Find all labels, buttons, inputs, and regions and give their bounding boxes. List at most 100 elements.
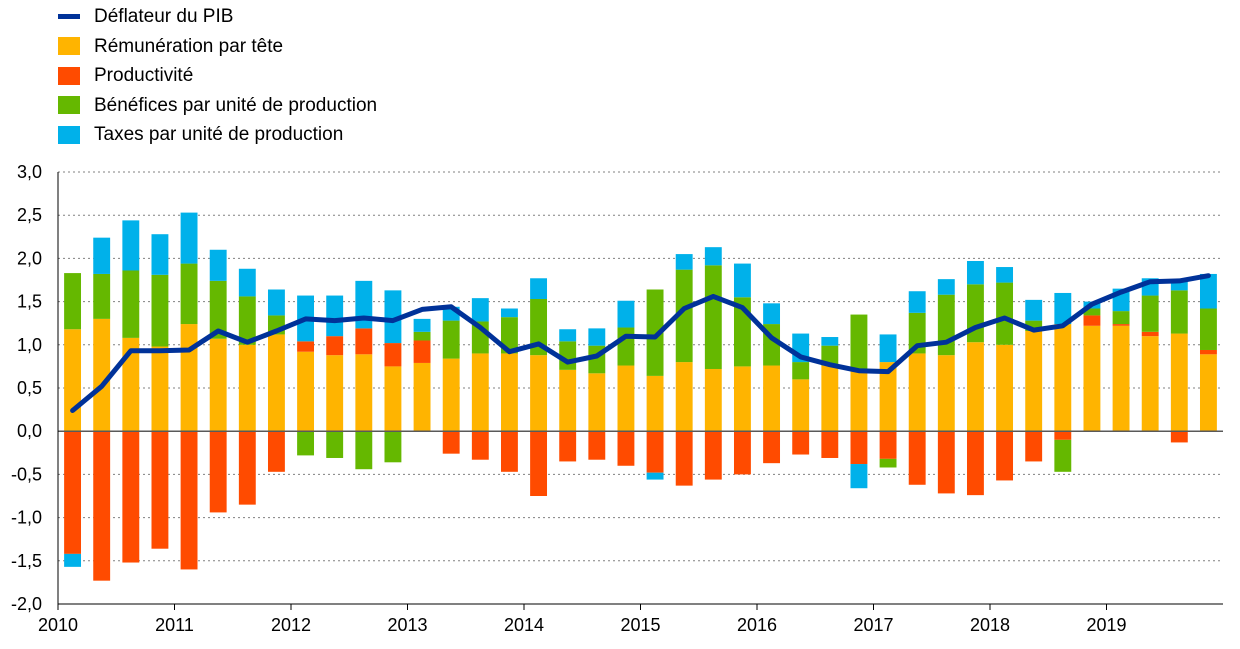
legend-label-remuneration: Rémunération par tête	[94, 35, 284, 57]
legend-item-taxes: Taxes par unité de production	[58, 120, 377, 150]
bar-segment	[559, 431, 577, 462]
bar-segment	[966, 284, 984, 343]
bar-segment	[1199, 349, 1217, 355]
bar-segment	[879, 458, 897, 468]
legend-swatch-taxes	[58, 125, 80, 144]
bar-segment	[792, 379, 810, 432]
bar-segment	[1025, 299, 1043, 321]
bar-segment	[413, 331, 431, 341]
bar-segment	[1141, 295, 1159, 332]
bar-segment	[937, 294, 955, 356]
bar-segment	[1083, 325, 1101, 432]
x-tick-label: 2018	[970, 615, 1010, 635]
legend-label-productivite: Productivité	[94, 65, 194, 87]
bar-segment	[1112, 324, 1130, 326]
bar-segment	[850, 370, 868, 432]
bar-segment	[1025, 431, 1043, 462]
bar-segment	[1170, 280, 1188, 291]
bar-segment	[64, 553, 82, 567]
x-tick-label: 2012	[271, 615, 311, 635]
bar-segment	[821, 345, 839, 366]
legend-item-productivite: Productivité	[58, 61, 377, 91]
bar-segment	[209, 249, 227, 281]
bar-segment	[1112, 311, 1130, 325]
legend-item-deflateur: Déflateur du PIB	[58, 2, 377, 32]
bar-segment	[326, 355, 344, 432]
bar-segment	[122, 431, 140, 563]
y-tick-label: -1,0	[11, 508, 42, 528]
bar-segment	[326, 431, 344, 458]
bar-segment	[471, 431, 489, 460]
bar-segment	[1054, 439, 1072, 472]
bar-segment	[792, 431, 810, 455]
legend-item-remuneration: Rémunération par tête	[58, 32, 377, 62]
bar-segment	[937, 355, 955, 432]
bar-segment	[1025, 330, 1043, 432]
bar-segment	[326, 336, 344, 356]
bar-segment	[238, 344, 256, 432]
bar-segment	[151, 234, 169, 275]
bar-segment	[733, 263, 751, 298]
bar-segment	[151, 274, 169, 347]
gridlines	[58, 171, 1223, 605]
y-tick-label: 0,5	[17, 378, 42, 398]
legend-item-benefices: Bénéfices par unité de production	[58, 91, 377, 121]
bar-segment	[500, 317, 518, 354]
bar-segment	[617, 365, 635, 432]
bar-segment	[93, 431, 111, 581]
bar-segment	[675, 269, 693, 363]
bar-segment	[1054, 292, 1072, 325]
bar-segment	[500, 308, 518, 318]
bar-segment	[64, 329, 82, 432]
bar-segment	[704, 431, 722, 480]
bar-segment	[413, 362, 431, 432]
bar-segment	[180, 431, 198, 570]
legend-swatch-benefices	[58, 96, 80, 115]
deflator-line-layer	[70, 273, 1211, 413]
bar-segment	[1054, 324, 1072, 432]
bar-segment	[122, 337, 140, 432]
bar-segment	[238, 268, 256, 297]
bar-segment	[1025, 320, 1043, 331]
bar-segment	[763, 303, 781, 325]
bar-segment	[1199, 308, 1217, 350]
bar-segment	[297, 341, 315, 352]
legend-label-taxes: Taxes par unité de production	[94, 124, 344, 146]
bar-segment	[238, 296, 256, 345]
bar-segment	[792, 362, 810, 380]
bar-segment	[122, 270, 140, 338]
legend-swatch-productivite	[58, 66, 80, 85]
bar-segment	[151, 431, 169, 549]
bar-segment	[1199, 354, 1217, 432]
bar-segment	[471, 353, 489, 432]
bar-segment	[937, 279, 955, 295]
bar-segment	[733, 366, 751, 432]
bar-segment	[879, 334, 897, 363]
y-tick-label: 3,0	[17, 162, 42, 182]
bar-segment	[966, 342, 984, 432]
bar-segment	[763, 431, 781, 464]
legend-label-deflateur: Déflateur du PIB	[94, 6, 234, 28]
bar-segment	[704, 368, 722, 432]
x-tick-label: 2016	[737, 615, 777, 635]
bar-segment	[996, 344, 1014, 432]
deflator-line	[70, 273, 1211, 413]
bar-segment	[180, 324, 198, 432]
bar-segment	[675, 431, 693, 486]
bar-segment	[93, 237, 111, 274]
bar-segment	[908, 291, 926, 313]
x-tick-label: 2014	[504, 615, 544, 635]
y-tick-label: 0,0	[17, 421, 42, 441]
bar-segment	[879, 362, 897, 432]
bar-segment	[850, 431, 868, 465]
x-tick-label: 2010	[38, 615, 78, 635]
bar-segment	[442, 320, 460, 359]
bar-segment	[704, 247, 722, 266]
bar-segment	[151, 346, 169, 432]
bar-segment	[530, 431, 548, 496]
x-tick-label: 2017	[853, 615, 893, 635]
bar-segment	[355, 431, 373, 470]
bar-segment	[180, 212, 198, 264]
bar-segment	[588, 373, 606, 432]
